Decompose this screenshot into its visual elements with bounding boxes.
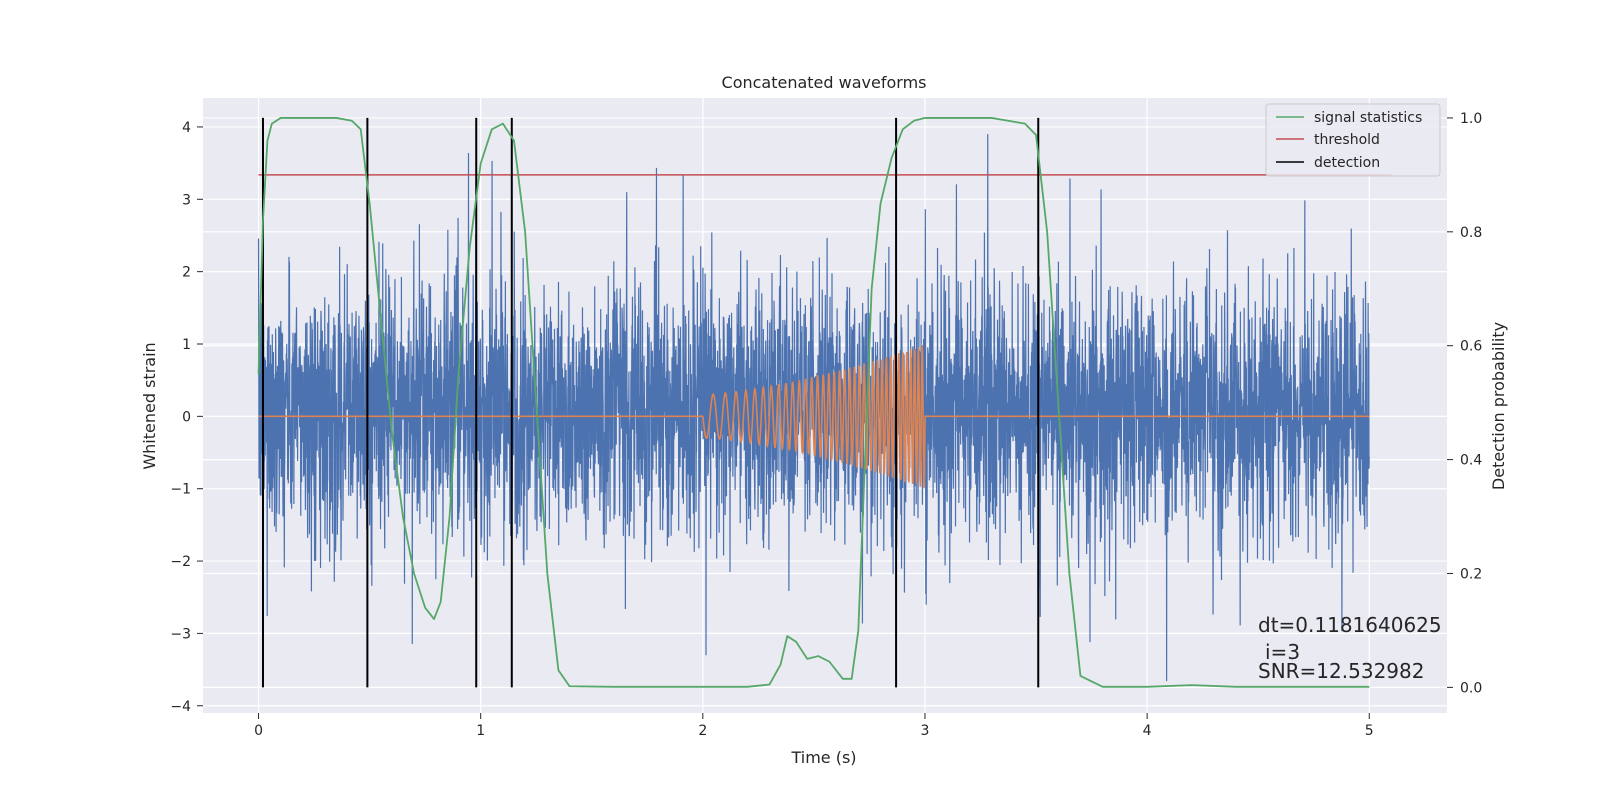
template-series: [258, 345, 1370, 489]
signal-statistics-series: [257, 117, 1370, 688]
template-line: [258, 345, 1370, 489]
legend-label-threshold: threshold: [1314, 132, 1380, 148]
x-axis-label: Time (s): [790, 748, 856, 767]
y-tick-label: 1: [182, 337, 191, 353]
y-tick-label: −2: [170, 554, 191, 570]
y2-tick-label: 0.6: [1460, 339, 1482, 355]
x-tick-label: 4: [1143, 723, 1152, 739]
x-tick-label: 0: [254, 723, 263, 739]
y2-tick-label: 0.0: [1460, 680, 1482, 696]
y-tick-label: −4: [170, 699, 191, 715]
y-tick-label: 2: [182, 265, 191, 281]
legend-label-detection: detection: [1314, 155, 1380, 171]
detection-markers: [261, 117, 1040, 688]
y2-tick-label: 1.0: [1460, 111, 1482, 127]
annotation-snr: SNR=12.532982: [1258, 659, 1424, 683]
chart-title: Concatenated waveforms: [722, 73, 927, 92]
annotation-dt: dt=0.1181640625: [1258, 613, 1442, 637]
y2-tick-label: 0.8: [1460, 225, 1482, 241]
y-tick-label: 3: [182, 192, 191, 208]
legend-frame: [1265, 103, 1441, 177]
y2-tick-label: 0.2: [1460, 566, 1482, 582]
y2-axis-label: Detection probability: [1489, 322, 1508, 490]
y-tick-label: 4: [182, 120, 191, 136]
y2-tick-label: 0.4: [1460, 453, 1482, 469]
y-axis-label: Whitened strain: [140, 342, 159, 469]
x-tick-label: 2: [698, 723, 707, 739]
y-tick-label: −3: [170, 626, 191, 642]
x-tick-label: 1: [476, 723, 485, 739]
x-tick-label: 3: [921, 723, 930, 739]
signal-statistics-line: [257, 117, 1370, 688]
x-tick-label: 5: [1365, 723, 1374, 739]
y-tick-label: 0: [182, 409, 191, 425]
annotation-index: i=3: [1265, 640, 1300, 664]
axes: 0 1 2 3 4 5 −4 −3 −2 −1 0 1 2 3 4 0.0 0.2 0.4 0.6 0.8 1.0: [170, 111, 1482, 739]
legend: signal statistics threshold detection: [1265, 103, 1441, 177]
legend-label-signal-statistics: signal statistics: [1314, 110, 1422, 126]
y-tick-label: −1: [170, 482, 191, 498]
